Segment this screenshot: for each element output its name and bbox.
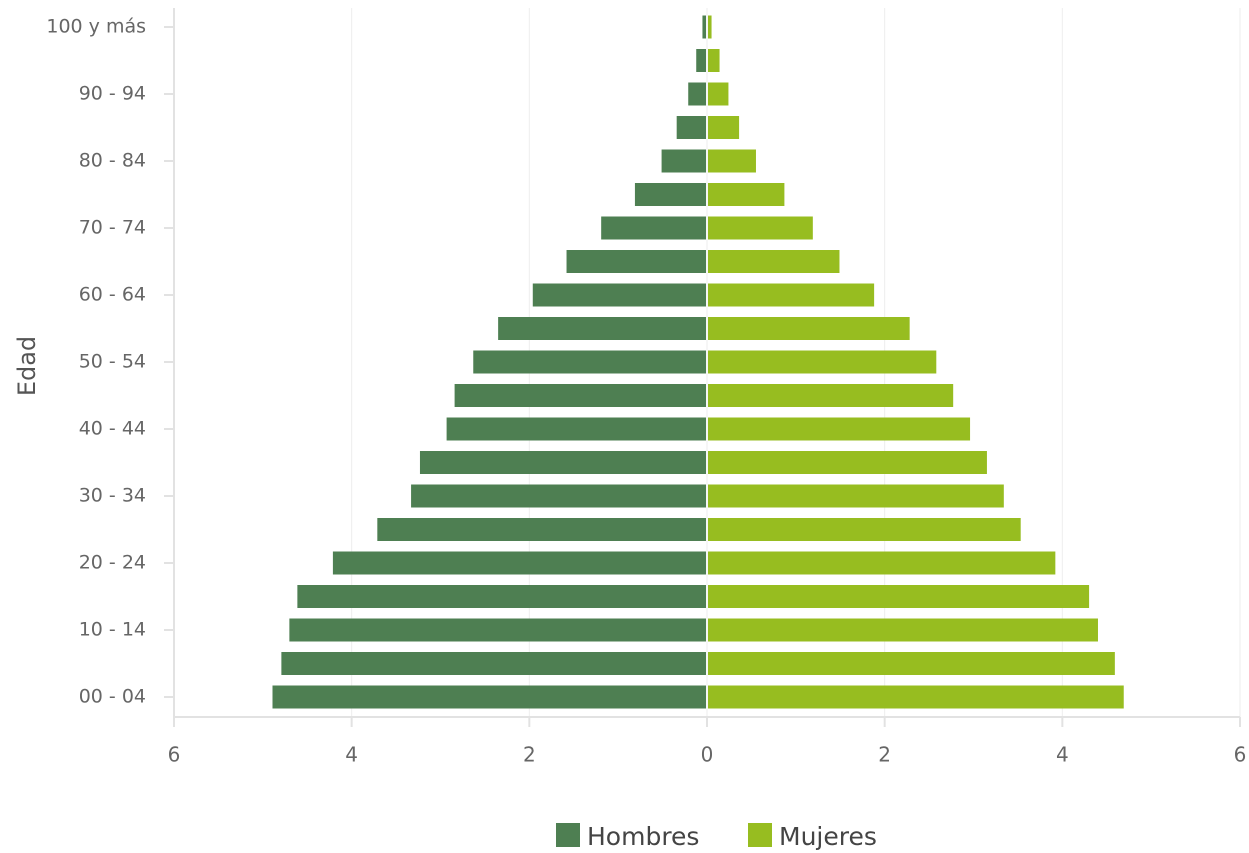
bar-hombres-2 — [289, 618, 706, 642]
bar-hombres-14 — [601, 216, 706, 240]
bar-mujeres-4 — [708, 551, 1056, 575]
x-axis-tick-labels: 6 4 2 0 2 4 6 — [168, 743, 1247, 767]
y-tick-label: 10 - 14 — [79, 619, 146, 641]
x-tick-label: 4 — [1056, 743, 1069, 767]
bar-hombres-5 — [377, 518, 706, 541]
x-tick-label: 2 — [878, 743, 891, 767]
bar-mujeres-18 — [708, 82, 729, 106]
bar-mujeres-3 — [708, 585, 1090, 608]
bar-mujeres-13 — [708, 250, 840, 273]
bar-mujeres-12 — [708, 283, 875, 307]
bar-hombres-9 — [454, 384, 706, 407]
bar-mujeres-9 — [708, 384, 954, 407]
y-axis-label: Edad — [13, 336, 41, 396]
axes — [164, 8, 1241, 727]
y-tick-label: 40 - 44 — [79, 418, 146, 440]
bar-mujeres-20 — [708, 15, 712, 39]
bar-hombres-0 — [272, 685, 706, 709]
bar-hombres-20 — [702, 15, 706, 39]
x-tick-label: 6 — [168, 743, 181, 767]
bar-mujeres-2 — [708, 618, 1098, 642]
bar-mujeres-7 — [708, 451, 987, 474]
bar-mujeres-1 — [708, 652, 1115, 675]
grid-lines — [173, 8, 1241, 717]
bar-mujeres-15 — [708, 183, 785, 206]
bar-hombres-16 — [661, 149, 706, 173]
bar-mujeres-6 — [708, 484, 1004, 508]
x-tick-label: 4 — [345, 743, 358, 767]
bar-hombres-11 — [498, 317, 706, 340]
x-tick-label: 2 — [523, 743, 536, 767]
legend-label-hombres: Hombres — [587, 822, 699, 851]
y-tick-label: 70 - 74 — [79, 217, 146, 239]
y-tick-label: 00 - 04 — [79, 686, 146, 708]
bar-hombres-19 — [696, 49, 706, 72]
bar-hombres-17 — [676, 116, 706, 139]
bar-mujeres-8 — [708, 417, 971, 441]
bar-hombres-18 — [688, 82, 706, 106]
bar-mujeres-19 — [708, 49, 720, 72]
bar-hombres-13 — [566, 250, 706, 273]
bar-hombres-10 — [473, 350, 706, 374]
y-tick-label: 20 - 24 — [79, 552, 146, 574]
bar-hombres-15 — [634, 183, 706, 206]
bar-mujeres-10 — [708, 350, 937, 374]
bar-mujeres-5 — [708, 518, 1021, 541]
bar-mujeres-0 — [708, 685, 1124, 709]
bar-mujeres-11 — [708, 317, 910, 340]
bar-hombres-4 — [332, 551, 706, 575]
legend-swatch-mujeres — [748, 823, 772, 847]
bar-hombres-6 — [411, 484, 706, 508]
bar-hombres-3 — [297, 585, 706, 608]
bar-mujeres-17 — [708, 116, 740, 139]
bar-hombres-7 — [419, 451, 706, 474]
bar-mujeres-14 — [708, 216, 813, 240]
legend-label-mujeres: Mujeres — [779, 822, 877, 851]
x-tick-label: 6 — [1234, 743, 1247, 767]
bar-hombres-12 — [532, 283, 706, 307]
y-tick-label: 80 - 84 — [79, 150, 146, 172]
x-tick-label: 0 — [701, 743, 714, 767]
bars — [272, 15, 1124, 709]
bar-mujeres-16 — [708, 149, 756, 173]
y-tick-label: 50 - 54 — [79, 351, 146, 373]
bar-hombres-1 — [281, 652, 706, 675]
bar-hombres-8 — [446, 417, 706, 441]
y-tick-label: 90 - 94 — [79, 83, 146, 105]
y-tick-label: 30 - 34 — [79, 485, 146, 507]
y-axis-tick-labels: 00 - 04 10 - 14 20 - 24 30 - 34 40 - 44 50 - … — [46, 16, 146, 708]
y-tick-label: 100 y más — [46, 16, 146, 38]
legend: Hombres Mujeres — [556, 822, 877, 851]
y-tick-label: 60 - 64 — [79, 284, 146, 306]
legend-swatch-hombres — [556, 823, 580, 847]
